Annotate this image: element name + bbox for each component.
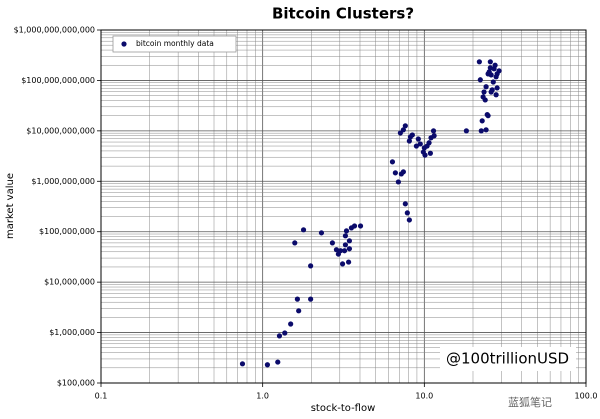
x-tick-label: 1.0: [256, 392, 269, 401]
plot-frame: [100, 29, 587, 384]
point: [329, 240, 336, 246]
point: [487, 59, 493, 65]
point: [292, 240, 298, 246]
point: [426, 140, 432, 146]
point: [342, 233, 349, 239]
point: [485, 113, 491, 119]
point: [264, 362, 271, 368]
point: [288, 321, 294, 327]
point: [318, 230, 325, 236]
legend: [112, 35, 237, 53]
point: [276, 333, 283, 339]
point: [488, 89, 494, 95]
point: [239, 361, 246, 367]
point: [337, 248, 344, 254]
point: [346, 246, 353, 252]
marks: [239, 59, 502, 368]
point: [308, 296, 314, 302]
point: [308, 263, 314, 269]
grid: [97, 29, 587, 387]
point: [422, 152, 428, 158]
point: [346, 238, 353, 244]
point: [492, 62, 498, 68]
point: [409, 132, 415, 138]
point: [339, 261, 346, 267]
x-axis-label: stock-to-flow: [311, 403, 376, 414]
point: [400, 127, 406, 133]
point: [343, 228, 350, 234]
point: [480, 94, 486, 100]
point: [478, 128, 484, 134]
point: [417, 141, 423, 147]
y-tick-label: $10,000,000: [44, 278, 95, 287]
point: [296, 308, 302, 314]
point: [476, 59, 482, 65]
y-tick-label: $1,000,000,000: [31, 177, 95, 186]
x-tick-label: 100.0: [575, 392, 598, 401]
point: [345, 259, 352, 265]
y-tick-label: $10,000,000,000: [26, 126, 95, 135]
point: [333, 247, 340, 253]
point: [481, 89, 487, 95]
point: [493, 92, 499, 98]
point: [402, 123, 408, 129]
point: [404, 210, 410, 216]
annotation-box: [440, 347, 576, 371]
point: [275, 359, 281, 365]
legend-marker: [121, 41, 127, 47]
point: [341, 248, 348, 254]
point: [415, 136, 421, 142]
point: [392, 170, 398, 176]
point: [427, 150, 433, 156]
point: [406, 138, 412, 144]
point: [282, 330, 288, 336]
point: [400, 169, 406, 175]
y-tick-label: $1,000,000: [49, 328, 95, 337]
point: [488, 72, 494, 78]
point: [389, 159, 396, 165]
point: [395, 179, 401, 185]
point: [483, 127, 489, 133]
y-axis-label: market value: [5, 173, 16, 239]
x-tick-label: 0.1: [95, 392, 108, 401]
point: [300, 227, 307, 233]
chart-title: Bitcoin Clusters?: [272, 5, 414, 23]
point: [490, 79, 496, 85]
point: [479, 118, 485, 124]
point: [494, 85, 500, 91]
point: [431, 133, 437, 139]
legend-label: bitcoin monthly data: [136, 39, 214, 48]
watermark: 蓝狐笔记: [508, 395, 552, 409]
point: [413, 143, 419, 149]
y-tick-label: $100,000: [57, 379, 95, 388]
point: [430, 128, 437, 134]
x-tick-label: 10.0: [415, 392, 433, 401]
point: [483, 84, 489, 90]
point: [342, 242, 349, 248]
point: [351, 223, 358, 229]
y-tick-label: $1,000,000,000,000: [14, 26, 95, 35]
point: [294, 296, 300, 302]
annotation: @100trillionUSD: [446, 350, 569, 368]
point: [402, 201, 408, 207]
y-tick-label: $100,000,000,000: [21, 76, 95, 85]
point: [477, 77, 483, 83]
y-tick-label: $100,000,000: [39, 227, 95, 236]
point: [357, 223, 364, 229]
point: [494, 71, 500, 77]
point: [406, 217, 412, 223]
point: [463, 128, 469, 134]
